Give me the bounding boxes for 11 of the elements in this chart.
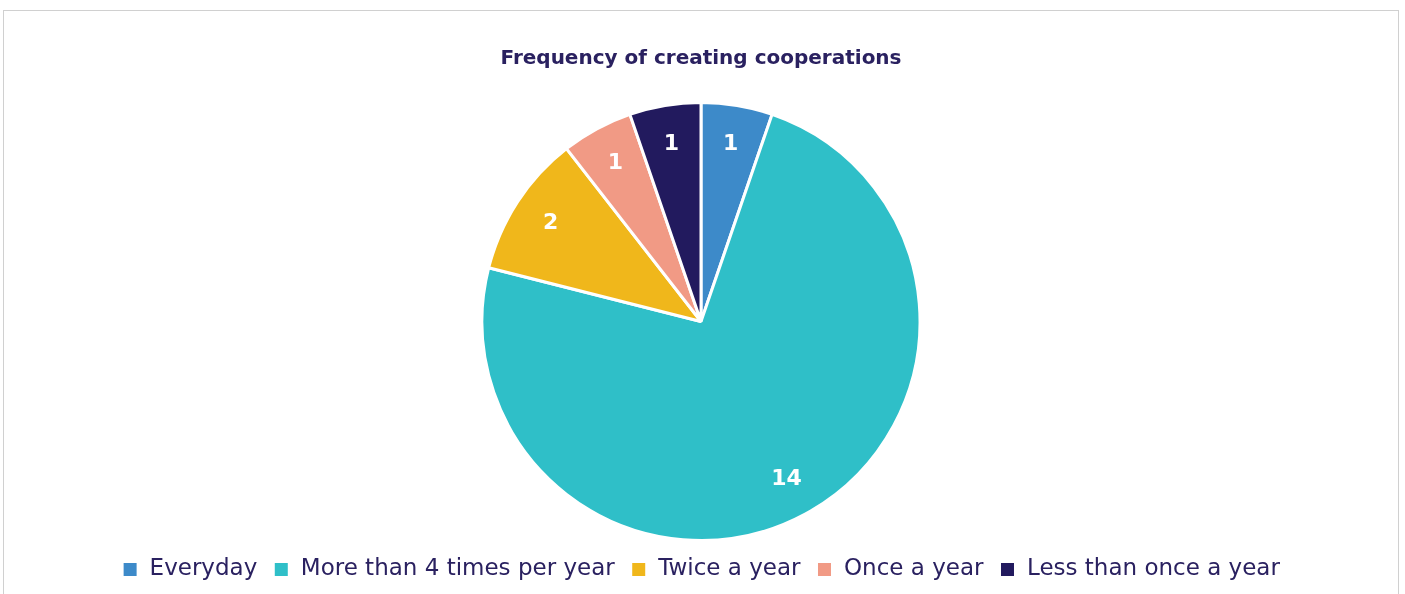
data-label: 2	[543, 209, 559, 234]
legend-label: Twice a year	[657, 554, 802, 581]
legend-label: Less than once a year	[1026, 554, 1281, 581]
data-label: 1	[663, 130, 680, 156]
legend-label: More than 4 times per year	[300, 554, 616, 581]
data-label: 1	[607, 149, 624, 175]
data-label: 14	[771, 465, 802, 491]
chart-title: Frequency of creating cooperations	[500, 45, 902, 70]
legend-label: Once a year	[843, 554, 985, 581]
data-label: 1	[722, 130, 739, 156]
legend-label: Everyday	[149, 554, 258, 581]
